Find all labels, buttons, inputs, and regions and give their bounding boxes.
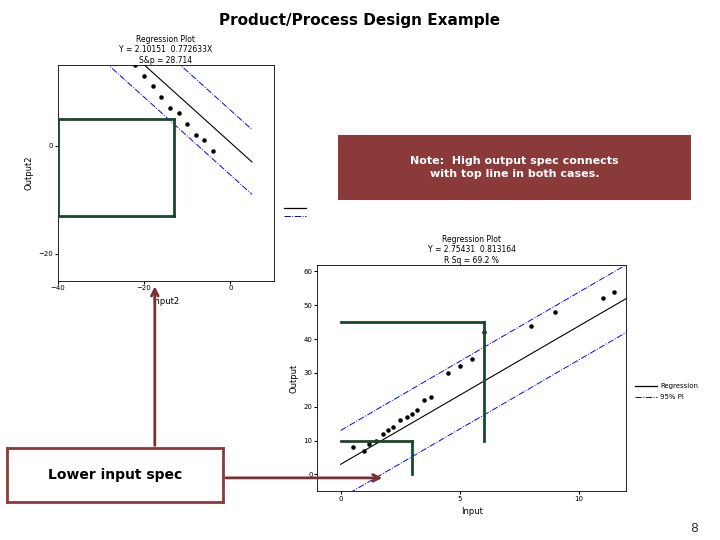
Point — [549, 308, 561, 316]
Point — [181, 120, 193, 129]
Point — [478, 328, 490, 336]
Point — [359, 447, 370, 455]
Point — [156, 93, 167, 102]
Point — [382, 426, 394, 435]
Point — [130, 60, 141, 69]
Point — [95, 12, 107, 21]
Text: 8: 8 — [690, 522, 698, 535]
Y-axis label: Output: Output — [289, 363, 298, 393]
Point — [347, 443, 359, 452]
Point — [608, 287, 620, 296]
Point — [173, 109, 184, 118]
Point — [454, 362, 465, 370]
Point — [526, 321, 537, 330]
Point — [364, 440, 375, 448]
Point — [190, 131, 202, 139]
Point — [138, 71, 150, 80]
Point — [378, 429, 390, 438]
Title: Regression Plot
Y = 2.10151  0.772633X
S&p = 28.714: Regression Plot Y = 2.10151 0.772633X S&… — [119, 35, 212, 65]
Point — [395, 416, 406, 424]
Point — [86, 28, 98, 37]
Point — [69, 6, 81, 15]
Point — [207, 147, 219, 156]
Point — [112, 44, 124, 53]
X-axis label: Input: Input — [461, 507, 482, 516]
Text: Note:  High output spec connects
with top line in both cases.: Note: High output spec connects with top… — [410, 156, 619, 179]
Point — [199, 136, 210, 145]
Point — [121, 55, 132, 64]
Point — [147, 82, 158, 91]
Text: 95% PI: 95% PI — [660, 394, 684, 400]
Point — [164, 104, 176, 112]
Text: Lower input spec: Lower input spec — [48, 468, 182, 482]
Point — [82, 17, 94, 26]
Text: Product/Process Design Example: Product/Process Design Example — [220, 14, 500, 29]
Text: Regression: Regression — [660, 383, 698, 389]
Point — [406, 409, 418, 418]
Point — [104, 39, 115, 48]
Point — [387, 423, 399, 431]
X-axis label: Input2: Input2 — [152, 296, 179, 306]
Point — [371, 436, 382, 445]
Point — [466, 355, 477, 364]
Title: Regression Plot
Y = 2.75431  0.813164
R Sq = 69.2 %: Regression Plot Y = 2.75431 0.813164 R S… — [428, 235, 516, 265]
Point — [426, 392, 437, 401]
Point — [411, 406, 423, 415]
Y-axis label: Output2: Output2 — [24, 156, 33, 190]
Point — [418, 396, 430, 404]
Point — [442, 369, 454, 377]
Point — [597, 294, 608, 303]
Point — [402, 413, 413, 421]
